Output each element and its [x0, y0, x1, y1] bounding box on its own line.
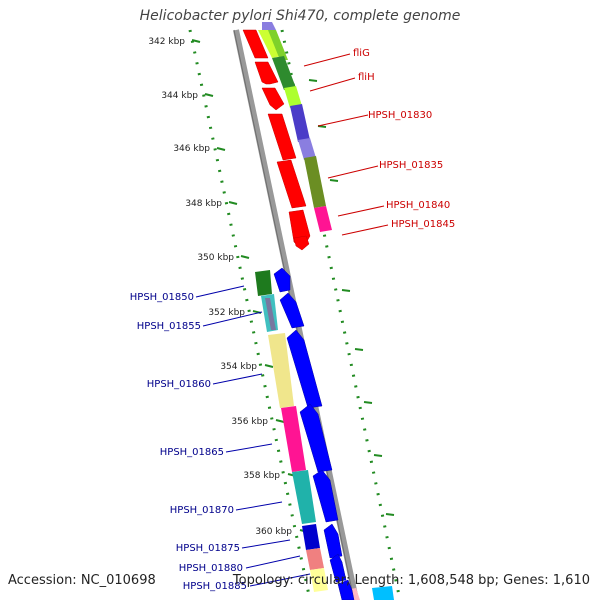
- upper-gene-labels: fliG fliH HPSH_01830 HPSH_01835 HPSH_018…: [353, 48, 455, 230]
- gene-label-hpsh-01870: HPSH_01870: [170, 505, 234, 516]
- gene-label-hpsh-01835: HPSH_01835: [379, 160, 443, 171]
- gene-label-hpsh-01860: HPSH_01860: [147, 379, 211, 390]
- tick-label: 358 kbp: [243, 471, 280, 481]
- lower-gene-labels: HPSH_01850 HPSH_01855 HPSH_01860 HPSH_01…: [130, 292, 247, 592]
- accession-text: Accession: NC_010698: [8, 573, 156, 588]
- upper-gene-band: [258, 22, 332, 232]
- gene-label-hpsh-01840: HPSH_01840: [386, 200, 450, 211]
- gc-track-left: [188, 29, 312, 600]
- gene-label-hpsh-01855: HPSH_01855: [137, 321, 201, 332]
- tick-label: 344 kbp: [161, 91, 198, 101]
- gc-track-right: [280, 29, 402, 600]
- tick-label: 356 kbp: [231, 417, 268, 427]
- gene-label-flih: fliH: [358, 72, 375, 83]
- lower-gene-band: [255, 270, 394, 600]
- gene-label-hpsh-01880: HPSH_01880: [179, 563, 243, 574]
- tick-label: 352 kbp: [208, 308, 245, 318]
- gene-label-hpsh-01830: HPSH_01830: [368, 110, 432, 121]
- map-title: Helicobacter pylori Shi470, complete gen…: [139, 8, 461, 24]
- tick-label: 360 kbp: [255, 527, 292, 537]
- forward-strand-genes: [242, 29, 311, 251]
- tick-label: 342 kbp: [148, 37, 185, 47]
- tick-label: 350 kbp: [197, 253, 234, 263]
- gene-label-flig: fliG: [353, 48, 370, 59]
- tick-label: 354 kbp: [220, 362, 257, 372]
- tick-label: 348 kbp: [185, 199, 222, 209]
- scale-tick-labels: 342 kbp 344 kbp 346 kbp 348 kbp 350 kbp …: [148, 37, 292, 537]
- lower-gene-callouts: [195, 285, 311, 587]
- gene-label-hpsh-01850: HPSH_01850: [130, 292, 194, 303]
- reverse-strand-genes: [273, 267, 355, 600]
- genome-summary-text: Topology: circular; Length: 1,608,548 bp…: [232, 573, 590, 588]
- gene-label-hpsh-01845: HPSH_01845: [391, 219, 455, 230]
- upper-gene-callouts: [303, 53, 389, 236]
- gene-label-hpsh-01885: HPSH_01885: [183, 581, 247, 592]
- gene-label-hpsh-01875: HPSH_01875: [176, 543, 240, 554]
- gene-label-hpsh-01865: HPSH_01865: [160, 447, 224, 458]
- tick-label: 346 kbp: [173, 144, 210, 154]
